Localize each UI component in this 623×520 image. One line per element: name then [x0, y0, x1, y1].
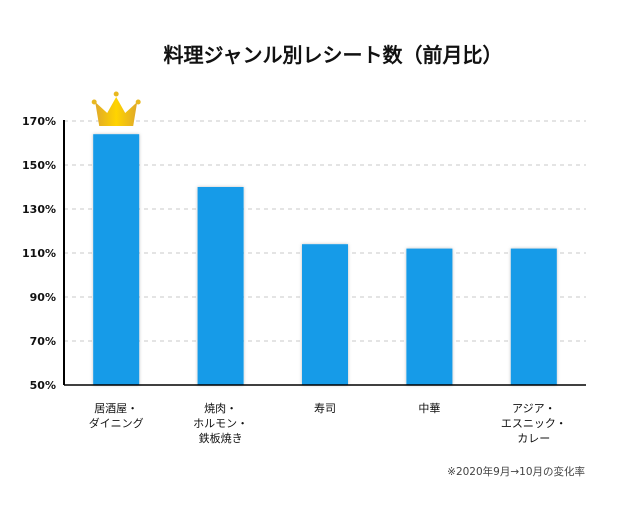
x-tick-label: カレー: [517, 432, 550, 445]
bar: [406, 248, 453, 385]
y-tick-label: 170%: [22, 115, 56, 128]
bar: [302, 244, 348, 385]
y-tick-label: 50%: [30, 379, 56, 392]
x-tick-label: 寿司: [314, 401, 336, 415]
x-tick-label: 中華: [418, 402, 440, 415]
x-tick-label: 焼肉・: [204, 402, 237, 415]
x-tick-label: エスニック・: [501, 417, 567, 430]
y-tick-label: 70%: [30, 335, 56, 348]
x-tick-label: アジア・: [512, 402, 556, 415]
y-tick-label: 130%: [22, 203, 56, 216]
x-tick-label: 鉄板焼き: [199, 431, 243, 445]
x-tick-label: ダイニング: [89, 416, 144, 430]
y-tick-label: 90%: [30, 291, 56, 304]
bar: [93, 134, 140, 385]
y-tick-label: 110%: [22, 247, 56, 260]
bar: [510, 248, 557, 385]
chart-title: 料理ジャンル別レシート数（前月比）: [164, 43, 503, 67]
x-tick-label: 居酒屋・: [94, 402, 138, 415]
x-tick-label: ホルモン・: [193, 417, 248, 430]
y-tick-label: 150%: [22, 159, 56, 172]
bar: [197, 187, 244, 385]
footnote: ※2020年9月→10月の変化率: [447, 465, 585, 478]
crown-icon: [91, 91, 141, 126]
